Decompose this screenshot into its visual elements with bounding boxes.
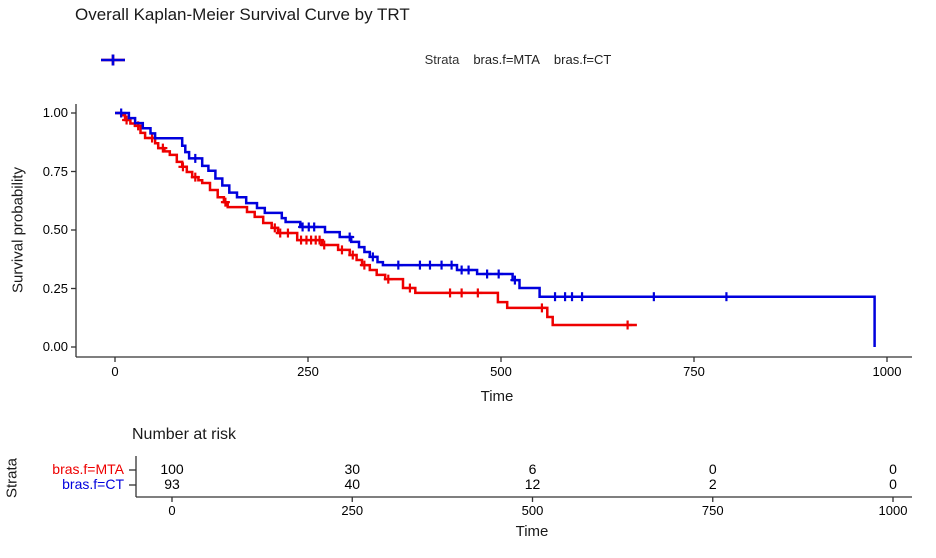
- risk-value: 0: [889, 476, 897, 492]
- x-tick-label: 250: [297, 364, 319, 379]
- y-tick-label: 1.00: [42, 105, 68, 120]
- y-tick-label: 0.75: [42, 163, 68, 179]
- risk-value: 30: [344, 461, 361, 477]
- legend-label-ct: bras.f=CT: [553, 52, 612, 67]
- risk-value: 2: [708, 476, 717, 492]
- risk-value: 0: [708, 461, 717, 477]
- x-axis-title: Time: [480, 388, 514, 405]
- risk-row-label-ct: bras.f=CT: [62, 476, 124, 492]
- risk-x-tick-label: 250: [341, 503, 364, 518]
- page-title: Overall Kaplan-Meier Survival Curve by T…: [75, 5, 410, 24]
- survival-curve-bras.f=MTA: [115, 111, 637, 327]
- x-tick-label: 1000: [872, 364, 902, 379]
- x-tick-label: 500: [490, 364, 512, 379]
- legend: Strata bras.f=MTA bras.f=CT: [100, 52, 936, 67]
- risk-x-tick-label: 750: [701, 503, 724, 518]
- y-tick-label: 0.00: [42, 339, 68, 354]
- y-tick-label: 0.25: [42, 280, 68, 296]
- x-tick-label: 750: [683, 364, 705, 379]
- risk-row-label-mta: bras.f=MTA: [52, 461, 124, 477]
- risk-value: 40: [344, 476, 361, 492]
- risk-value: 100: [160, 461, 184, 477]
- risk-x-tick-label: 0: [168, 503, 176, 518]
- legend-title: Strata: [424, 52, 460, 67]
- x-tick-label: 0: [111, 364, 119, 379]
- risk-value: 6: [528, 461, 537, 477]
- risk-x-tick-label: 500: [521, 503, 544, 518]
- y-tick-label: 0.50: [42, 222, 68, 237]
- survival-curve-bras.f=CT: [115, 111, 876, 347]
- risk-value: 0: [889, 461, 897, 477]
- risk-x-tick-label: 1000: [878, 503, 908, 518]
- legend-label-mta: bras.f=MTA: [473, 52, 540, 67]
- risk-table-title: Number at risk: [132, 426, 237, 443]
- risk-value: 12: [524, 476, 541, 492]
- risk-table-strata-axis-label: Strata: [3, 457, 21, 499]
- legend-key-ct-cross-icon: [101, 54, 125, 66]
- risk-table-x-axis-title: Time: [515, 523, 549, 540]
- risk-value: 93: [164, 476, 180, 492]
